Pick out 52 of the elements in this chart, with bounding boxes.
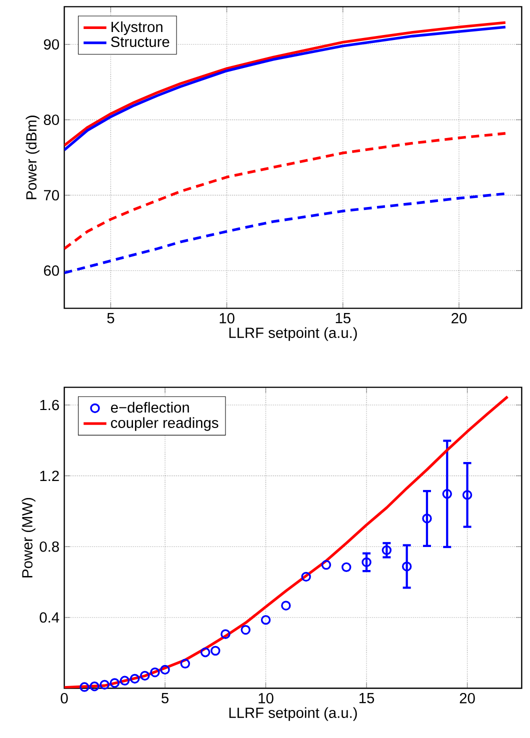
x-tick-label: 20 — [460, 693, 475, 704]
point — [382, 545, 392, 556]
point — [80, 682, 90, 692]
point — [362, 557, 372, 568]
point — [240, 624, 251, 635]
x-tick-label: 0 — [60, 693, 68, 704]
y-axis-title: Power (dBm) — [26, 116, 40, 200]
x-tick-label: 5 — [162, 693, 168, 704]
x-axis-title: LLRF setpoint (a.u.) — [229, 707, 357, 721]
point — [100, 680, 110, 690]
point — [200, 647, 210, 658]
x-axis-title: LLRF setpoint (a.u.) — [229, 327, 357, 341]
point — [130, 674, 140, 684]
point — [120, 676, 130, 686]
y-tick-label: 60 — [44, 265, 59, 276]
point — [321, 560, 332, 570]
x-tick-label: 10 — [258, 693, 274, 704]
point — [342, 562, 352, 572]
point — [462, 490, 472, 500]
point — [422, 514, 432, 524]
x-tick-label: 5 — [107, 313, 114, 324]
point — [281, 600, 291, 610]
legend-label: coupler readings — [111, 417, 218, 431]
point — [220, 629, 230, 639]
legend-label: Klystron — [112, 21, 162, 36]
y-axis-title: Power (MW) — [22, 498, 36, 578]
x-tick-label: 20 — [452, 313, 467, 324]
y-tick-label: 80 — [44, 114, 59, 125]
y-tick-label: 1.6 — [40, 400, 59, 410]
legend-label: Structure — [111, 36, 170, 48]
point — [110, 678, 120, 688]
point — [140, 670, 150, 681]
legend-label: e−deflection — [111, 402, 189, 413]
x-tick-label: 10 — [220, 313, 234, 324]
y-tick-label: 70 — [44, 190, 59, 200]
point — [90, 681, 100, 692]
y-tick-label: 1.2 — [40, 470, 59, 481]
point — [160, 664, 170, 675]
point — [150, 667, 160, 678]
point — [260, 615, 271, 625]
y-tick-label: 0.4 — [40, 612, 60, 623]
line-series — [64, 132, 507, 250]
y-tick-label: 0.8 — [40, 541, 59, 552]
point — [442, 489, 452, 499]
x-tick-label: 15 — [336, 313, 350, 324]
x-tick-label: 15 — [359, 693, 374, 704]
y-tick-label: 90 — [44, 39, 59, 50]
point — [301, 572, 311, 582]
point — [180, 658, 190, 669]
point — [210, 646, 220, 656]
line-series — [64, 192, 507, 274]
point — [402, 562, 412, 572]
